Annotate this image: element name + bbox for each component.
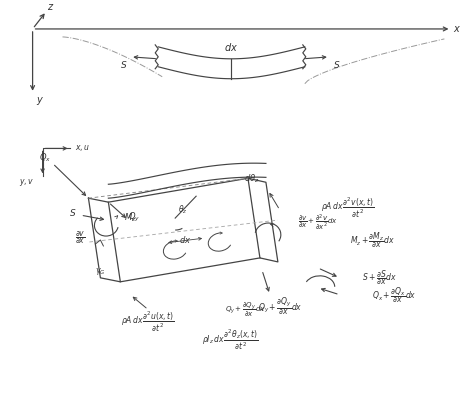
- Text: $S$: $S$: [119, 59, 127, 70]
- Text: $d\theta_z$: $d\theta_z$: [244, 172, 260, 184]
- Text: $\theta_z$: $\theta_z$: [178, 204, 188, 216]
- Text: $dx$: $dx$: [179, 234, 191, 245]
- Text: $S+\dfrac{\partial S}{\partial x}dx$: $S+\dfrac{\partial S}{\partial x}dx$: [362, 269, 397, 287]
- Text: $S$: $S$: [333, 59, 340, 70]
- Text: $z$: $z$: [47, 2, 54, 12]
- Text: $Q_y$: $Q_y$: [128, 210, 140, 224]
- Text: $\rho A\,dx\,\dfrac{\partial^2 u(x,t)}{\partial t^2}$: $\rho A\,dx\,\dfrac{\partial^2 u(x,t)}{\…: [121, 310, 175, 334]
- Text: $\dfrac{\partial v}{\partial x}$: $\dfrac{\partial v}{\partial x}$: [75, 230, 86, 246]
- Text: $\rho I_z\,dx\,\dfrac{\partial^2\theta_z(x,t)}{\partial t^2}$: $\rho I_z\,dx\,\dfrac{\partial^2\theta_z…: [201, 327, 258, 352]
- Text: $M_z+\dfrac{\partial M_z}{\partial x}dx$: $M_z+\dfrac{\partial M_z}{\partial x}dx$: [350, 230, 395, 250]
- Text: $M_z$: $M_z$: [124, 212, 137, 224]
- Text: $S$: $S$: [69, 206, 76, 217]
- Text: $x, u$: $x, u$: [75, 143, 90, 153]
- Text: $\rho A\,dx\,\dfrac{\partial^2 v(x,t)}{\partial t^2}$: $\rho A\,dx\,\dfrac{\partial^2 v(x,t)}{\…: [321, 196, 374, 220]
- Text: $Q_y+\dfrac{\partial Q_y}{\partial x}dx$: $Q_y+\dfrac{\partial Q_y}{\partial x}dx$: [258, 296, 302, 317]
- Text: $Q_x+\dfrac{\partial Q_x}{\partial x}dx$: $Q_x+\dfrac{\partial Q_x}{\partial x}dx$: [372, 285, 417, 305]
- Text: $Q_y+\dfrac{\partial Q_y}{\partial x}dx$: $Q_y+\dfrac{\partial Q_y}{\partial x}dx$: [225, 301, 265, 319]
- Text: $y$: $y$: [36, 95, 44, 107]
- Text: $\gamma_G$: $\gamma_G$: [95, 266, 106, 277]
- Text: $\dfrac{\partial v}{\partial x}+\dfrac{\partial^2 v}{\partial x^2}dx$: $\dfrac{\partial v}{\partial x}+\dfrac{\…: [298, 212, 338, 232]
- Text: $y, v$: $y, v$: [19, 177, 34, 188]
- Text: $Q_x$: $Q_x$: [38, 151, 51, 164]
- Text: $dx$: $dx$: [224, 41, 238, 53]
- Text: $x$: $x$: [453, 24, 461, 34]
